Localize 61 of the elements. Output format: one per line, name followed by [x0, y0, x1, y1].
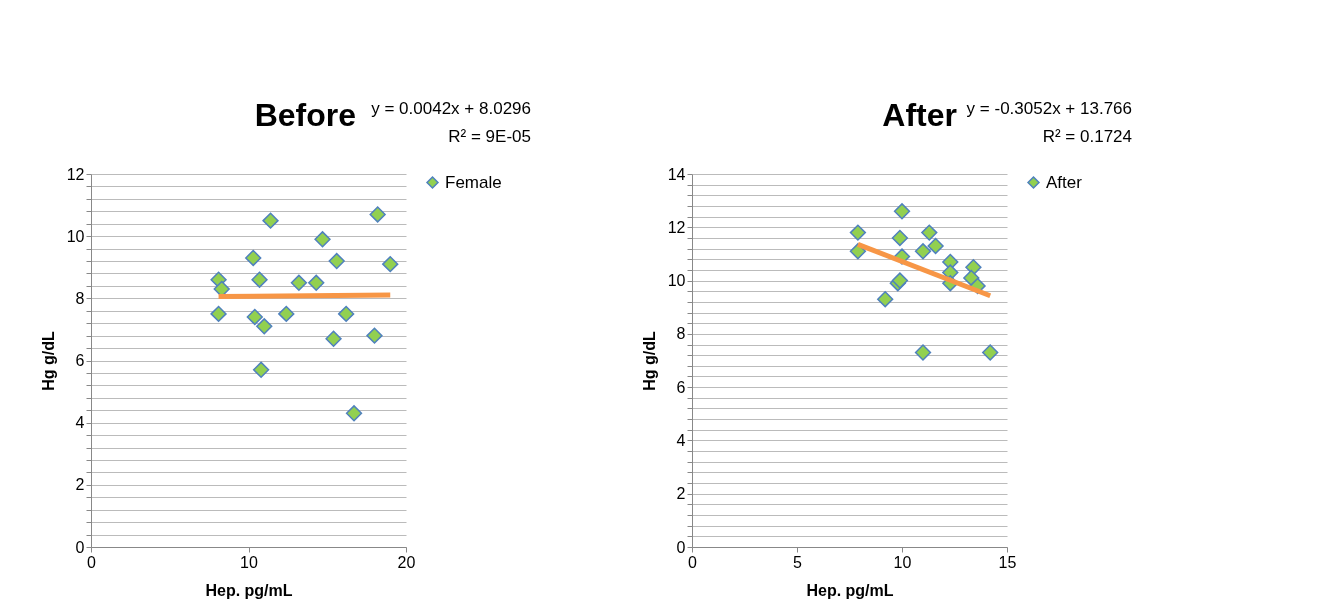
point — [914, 243, 932, 260]
point — [382, 255, 399, 273]
y-tick-label: 12 — [667, 218, 686, 236]
legend-label: Female — [445, 172, 502, 192]
point — [921, 224, 938, 241]
x-tick-label: 0 — [87, 553, 97, 571]
x-axis-title: Hep. pg/mL — [806, 581, 894, 599]
y-tick-label: 8 — [676, 325, 686, 343]
y-tick-label: 4 — [75, 414, 85, 432]
chart-title: After — [882, 97, 957, 133]
point — [982, 344, 999, 361]
y-tick-label: 14 — [667, 165, 686, 183]
y-tick-label: 12 — [66, 165, 85, 183]
point — [256, 318, 273, 335]
x-tick-label: 5 — [793, 553, 803, 571]
point — [278, 305, 295, 323]
y-axis-title: Hg g/dL — [39, 331, 57, 391]
point — [345, 405, 363, 422]
y-tick-label: 2 — [676, 485, 686, 503]
text: R² = 0.1724 — [1042, 127, 1132, 146]
point — [314, 231, 331, 248]
y-tick-label: 6 — [676, 378, 686, 396]
x-tick-label: 0 — [688, 553, 698, 571]
legend-label: After — [1046, 172, 1083, 192]
point — [891, 229, 909, 247]
point — [246, 308, 263, 326]
point — [366, 327, 383, 344]
point — [262, 212, 279, 229]
x-tick-label: 15 — [998, 553, 1017, 571]
point — [893, 203, 911, 220]
y-tick-label: 6 — [75, 352, 85, 369]
y-tick-label: 8 — [75, 289, 85, 307]
point — [328, 252, 345, 270]
point — [914, 344, 932, 361]
point — [308, 274, 325, 291]
y-axis-title: Hg g/dL — [640, 331, 658, 391]
y-tick-label: 10 — [667, 272, 686, 290]
point — [877, 291, 894, 308]
y-tick-label: 0 — [676, 538, 686, 556]
text: y = -0.3052x + 13.766 — [966, 99, 1132, 118]
point — [210, 305, 227, 323]
y-tick-label: 10 — [66, 227, 85, 245]
text: y = 0.0042x + 8.0296 — [371, 99, 531, 118]
point — [290, 274, 308, 291]
point — [369, 206, 386, 223]
y-tick-label: 0 — [75, 538, 85, 556]
point — [251, 271, 268, 288]
point — [849, 224, 867, 241]
point — [325, 330, 342, 347]
x-tick-label: 10 — [240, 553, 258, 571]
y-tick-label: 4 — [676, 431, 686, 449]
y-tick-label: 2 — [75, 476, 85, 494]
x-tick-label: 10 — [893, 553, 912, 571]
point — [245, 249, 262, 267]
text: R² = 9E-05 — [448, 127, 531, 146]
x-tick-label: 20 — [397, 553, 416, 571]
point — [337, 305, 355, 323]
point — [252, 361, 270, 378]
point — [927, 237, 944, 255]
x-axis-title: Hep. pg/mL — [205, 581, 293, 599]
chart-title: Before — [254, 97, 356, 133]
